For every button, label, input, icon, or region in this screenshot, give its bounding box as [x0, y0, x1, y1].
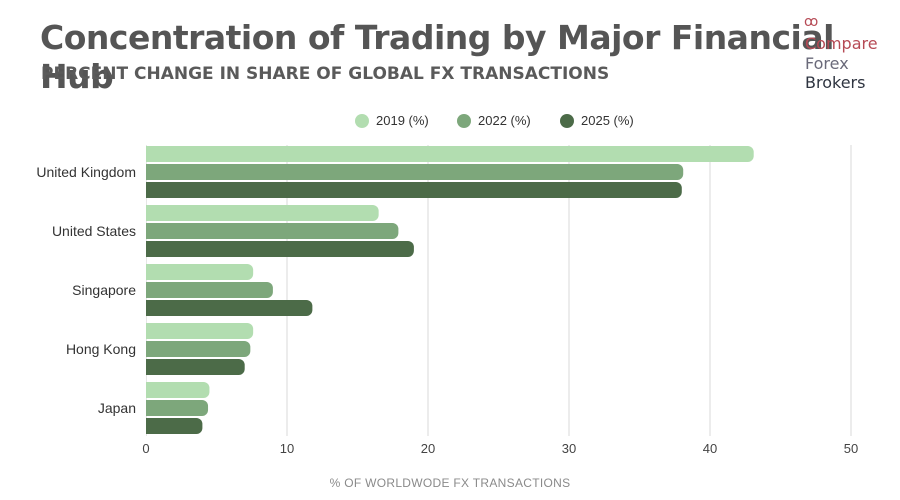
axis-mask: [138, 145, 146, 436]
x-tick-label: 40: [703, 441, 717, 456]
bar-hong-kong-2025: [140, 359, 245, 375]
bar-united-states-2019: [140, 205, 379, 221]
bar-japan-2019: [140, 382, 210, 398]
legend-swatch-2019: [355, 113, 369, 128]
category-label: United States: [52, 223, 136, 239]
logo-word-forex: Forex: [805, 54, 849, 73]
bar-united-kingdom-2022: [140, 164, 684, 180]
bar-united-states-2025: [140, 241, 414, 257]
x-axis-label: % OF WORLDWODE FX TRANSACTIONS: [329, 476, 571, 490]
category-label: United Kingdom: [36, 164, 136, 180]
category-labels: United Kingdom United States Singapore Hong…: [36, 164, 136, 416]
bar-japan-2022: [140, 400, 209, 416]
bar-hong-kong-2022: [140, 341, 251, 357]
legend-label-2019: 2019 (%): [376, 113, 429, 128]
legend-item-2019: 2019 (%): [355, 113, 429, 128]
category-label: Singapore: [72, 282, 136, 298]
logo-icon: ꝏ: [804, 14, 819, 30]
bar-singapore-2025: [140, 300, 313, 316]
x-tick-label: 0: [142, 441, 149, 456]
legend-item-2025: 2025 (%): [560, 113, 634, 128]
x-tick-label: 50: [844, 441, 858, 456]
bar-united-kingdom-2025: [140, 182, 682, 198]
x-tick-label: 30: [562, 441, 576, 456]
logo-word-compare: Compare: [805, 34, 878, 53]
bar-united-states-2022: [140, 223, 399, 239]
legend-label-2025: 2025 (%): [581, 113, 634, 128]
legend-label-2022: 2022 (%): [478, 113, 531, 128]
legend-swatch-2022: [457, 113, 471, 128]
x-tick-label: 10: [280, 441, 294, 456]
logo-word-brokers: Brokers: [805, 73, 866, 92]
category-label: Japan: [98, 400, 136, 416]
chart-subtitle: PERCENT CHANGE IN SHARE OF GLOBAL FX TRA…: [41, 64, 610, 84]
x-tick-labels: 0 10 20 30 40 50: [142, 441, 858, 456]
bar-singapore-2022: [140, 282, 273, 298]
legend-item-2022: 2022 (%): [457, 113, 531, 128]
brand-logo: ꝏ Compare Forex Brokers: [800, 12, 895, 92]
chart-title: Concentration of Trading by Major Financ…: [40, 18, 834, 96]
category-label: Hong Kong: [66, 341, 136, 357]
legend-swatch-2025: [560, 113, 574, 128]
bar-singapore-2019: [140, 264, 254, 280]
x-tick-label: 20: [421, 441, 435, 456]
bar-japan-2025: [140, 418, 203, 434]
bar-united-kingdom-2019: [140, 146, 754, 162]
bars: [138, 145, 754, 436]
bar-hong-kong-2019: [140, 323, 254, 339]
